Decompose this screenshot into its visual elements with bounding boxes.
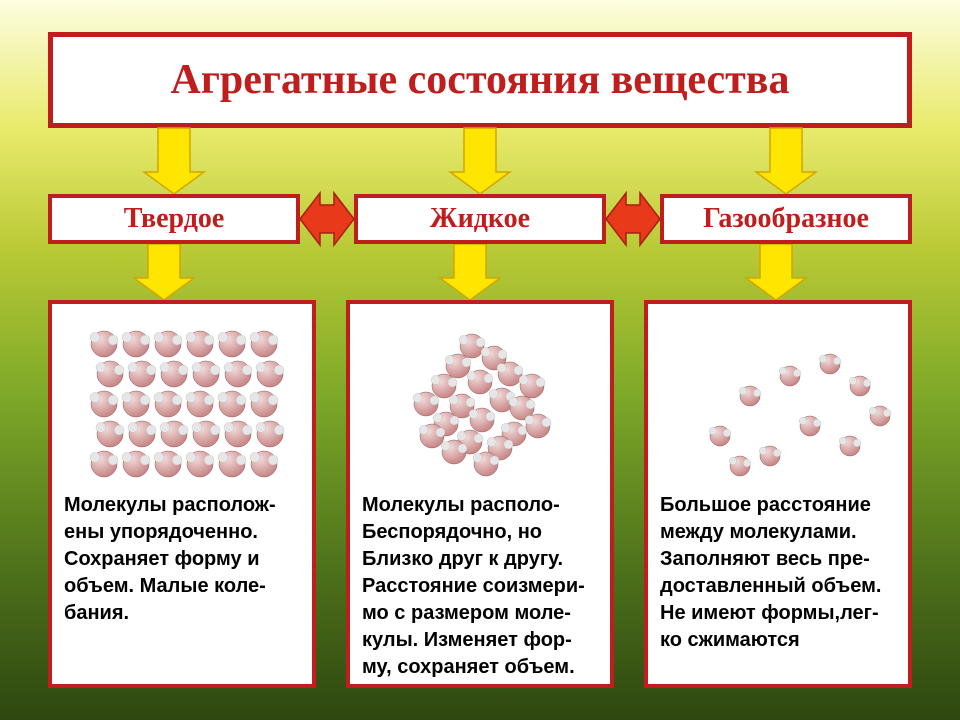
state-box-liquid: Жидкое — [354, 194, 606, 244]
title-box: Агрегатные состояния вещества — [48, 32, 912, 128]
state-box-solid: Твердое — [48, 194, 300, 244]
desc-text-gas: Большое расстояниемежду молекулами.Запол… — [660, 486, 896, 654]
state-label-liquid: Жидкое — [430, 203, 530, 235]
desc-box-solid: Молекулы располож-ены упорядоченно.Сохра… — [48, 300, 316, 688]
state-label-solid: Твердое — [124, 203, 225, 235]
desc-text-liquid: Молекулы располо-Беспорядочно, ноБлизко … — [362, 486, 598, 681]
diagram-root: Агрегатные состояния вещества Твердое Жи… — [0, 0, 960, 720]
desc-text-solid: Молекулы располож-ены упорядоченно.Сохра… — [64, 486, 300, 627]
desc-box-liquid: Молекулы располо-Беспорядочно, ноБлизко … — [346, 300, 614, 688]
molecule-diagram-solid — [64, 316, 300, 486]
state-box-gas: Газообразное — [660, 194, 912, 244]
molecule-diagram-gas — [660, 316, 896, 486]
molecule-diagram-liquid — [362, 316, 598, 486]
desc-box-gas: Большое расстояниемежду молекулами.Запол… — [644, 300, 912, 688]
state-label-gas: Газообразное — [703, 203, 869, 235]
title-text: Агрегатные состояния вещества — [171, 56, 790, 104]
